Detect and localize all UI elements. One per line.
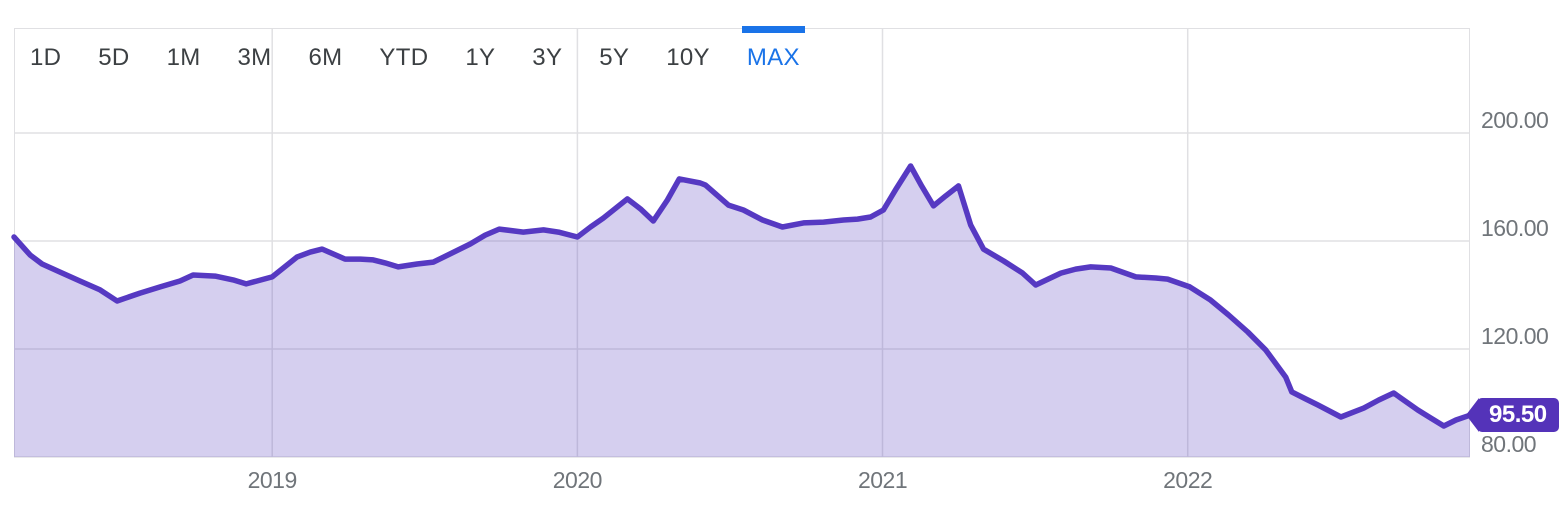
tab-ytd[interactable]: YTD <box>377 28 430 88</box>
tab-1y[interactable]: 1Y <box>463 28 497 88</box>
y-axis-label-160: 160.00 <box>1481 215 1549 241</box>
x-axis-label-2021: 2021 <box>857 467 908 493</box>
y-axis-label-80: 80.00 <box>1481 431 1537 457</box>
tab-1d[interactable]: 1D <box>28 28 63 88</box>
tab-10y[interactable]: 10Y <box>664 28 712 88</box>
tab-3y[interactable]: 3Y <box>530 28 564 88</box>
tab-5y[interactable]: 5Y <box>597 28 631 88</box>
x-axis-label-2020: 2020 <box>552 467 603 493</box>
x-axis-label-2022: 2022 <box>1163 467 1213 493</box>
current-price-badge: 95.50 <box>1466 398 1559 433</box>
x-axis-label-2019: 2019 <box>247 467 298 493</box>
tab-1m[interactable]: 1M <box>165 28 203 88</box>
tab-max[interactable]: MAX <box>741 26 805 88</box>
tab-3m[interactable]: 3M <box>236 28 274 88</box>
current-price-value: 95.50 <box>1477 398 1559 433</box>
time-range-tabs: 1D 5D 1M 3M 6M YTD 1Y 3Y 5Y 10Y MAX <box>28 26 805 88</box>
y-axis-label-120: 120.00 <box>1481 323 1549 349</box>
tab-6m[interactable]: 6M <box>306 28 344 88</box>
y-axis-label-200: 200.00 <box>1481 107 1549 134</box>
tab-5d[interactable]: 5D <box>96 28 131 88</box>
badge-arrow-icon <box>1466 398 1479 433</box>
